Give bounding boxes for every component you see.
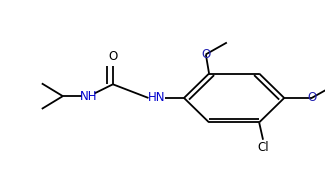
Text: NH: NH xyxy=(80,90,97,103)
Text: O: O xyxy=(307,91,316,105)
Text: Cl: Cl xyxy=(257,141,269,154)
Text: HN: HN xyxy=(148,91,165,105)
Text: O: O xyxy=(201,48,211,61)
Text: O: O xyxy=(108,50,118,63)
